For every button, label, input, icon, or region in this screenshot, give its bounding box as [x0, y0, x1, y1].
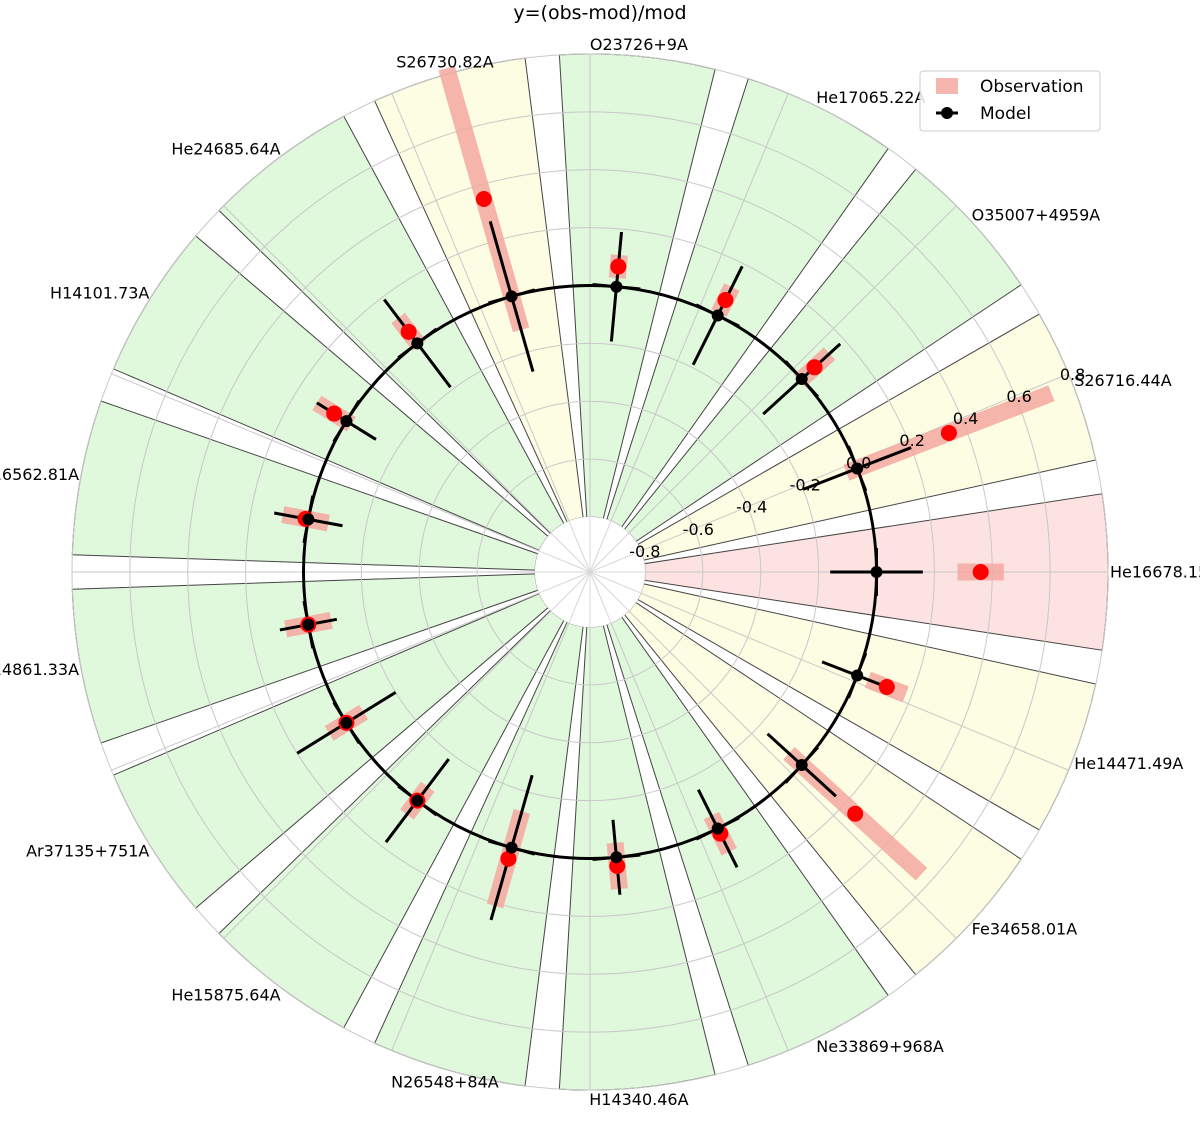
observation-point — [610, 258, 627, 275]
grid-spoke — [589, 571, 957, 939]
model-point — [795, 759, 808, 772]
radial-tick-label: 0.4 — [953, 409, 978, 428]
hub-tick — [550, 571, 591, 612]
grid-spoke — [589, 571, 789, 1051]
grid-spoke — [391, 571, 591, 1051]
model-point — [340, 415, 353, 428]
grid-spoke — [391, 93, 591, 573]
spoke-label: H14340.46A — [589, 1090, 688, 1109]
spoke-label-group: He16678.15A S26716.44A O35007+4959A He17065… — [0, 35, 1200, 1109]
observation-point — [500, 850, 517, 867]
spoke-label: H14101.73A — [50, 283, 149, 302]
legend-model-label: Model — [980, 104, 1031, 124]
observation-point — [717, 291, 734, 308]
model-point — [505, 290, 518, 303]
grid-spoke — [589, 373, 1069, 573]
radial-tick-label: -0.4 — [736, 498, 767, 517]
grid-spoke — [223, 205, 591, 573]
hub-tick — [538, 550, 591, 573]
legend-model-marker — [941, 107, 953, 119]
spoke-label: He16678.15A — [1110, 563, 1200, 582]
radial-tick-label: 0.2 — [899, 431, 924, 450]
grid-spoke — [111, 373, 591, 573]
observation-point — [847, 805, 864, 822]
spoke-label: O35007+4959A — [972, 205, 1101, 224]
model-point — [610, 851, 623, 864]
observation-point — [972, 564, 989, 580]
spoke-label: He14471.49A — [1074, 754, 1183, 773]
grid-spoke — [223, 571, 591, 939]
model-point — [411, 794, 424, 807]
model-point — [340, 716, 353, 729]
hub-tick — [589, 520, 612, 573]
hub-tick — [589, 571, 612, 624]
marks-group — [273, 65, 1055, 921]
grid-group — [71, 53, 1109, 1091]
observation-point — [806, 359, 823, 376]
spoke-label: H16562.81A — [0, 465, 79, 484]
model-point — [851, 462, 864, 475]
legend-observation-swatch — [936, 78, 958, 94]
hub-tick — [568, 520, 591, 573]
grid-spoke — [589, 571, 1069, 771]
rtick-label-group: -0.8 -0.6 -0.4 -0.2 0.0 0.2 0.4 0.6 0.8 — [629, 365, 1085, 561]
model-point — [851, 669, 864, 682]
spoke-label: Ar37135+751A — [26, 842, 149, 861]
spoke-label: H14861.33A — [0, 660, 79, 679]
spoke-label: O23726+9A — [590, 35, 688, 54]
spoke-label: He15875.64A — [171, 985, 280, 1004]
radial-tick-label: -0.6 — [683, 520, 714, 539]
hub-tick — [568, 571, 591, 624]
spoke-label: He17065.22A — [816, 88, 925, 107]
spoke-label: S26730.82A — [396, 53, 494, 72]
observation-point — [940, 424, 957, 441]
model-point — [302, 513, 315, 526]
observation-point — [475, 191, 492, 208]
chart-title: y=(obs-mod)/mod — [513, 2, 686, 24]
radial-tick-label: -0.2 — [790, 476, 821, 495]
spoke-label: Ne33869+968A — [816, 1037, 944, 1056]
model-point — [795, 372, 808, 385]
hub-tick — [538, 571, 591, 594]
observation-point — [878, 678, 895, 695]
model-point — [870, 566, 883, 578]
hub-tick — [589, 571, 630, 612]
grid-spoke — [111, 571, 591, 771]
legend-observation-label: Observation — [980, 77, 1084, 97]
model-point — [711, 309, 724, 322]
hub-tick — [589, 532, 630, 573]
radial-tick-label: 0.6 — [1006, 387, 1031, 406]
model-point — [411, 337, 424, 350]
radial-tick-label: -0.8 — [629, 542, 660, 561]
radial-tick-label: 0.8 — [1060, 365, 1085, 384]
legend: Observation Model — [919, 70, 1101, 132]
hub-tick — [550, 532, 591, 573]
model-point — [610, 280, 623, 293]
hub-tick — [589, 550, 642, 573]
observation-point — [326, 405, 343, 422]
spoke-label: S26716.44A — [1074, 371, 1172, 390]
grid-spoke — [589, 205, 957, 573]
spoke-label: He24685.64A — [171, 140, 280, 159]
radial-tick-label: 0.0 — [846, 453, 871, 472]
hub-tick — [589, 571, 642, 594]
model-point — [711, 822, 724, 835]
legend-frame — [919, 70, 1101, 132]
grid-spoke — [589, 93, 789, 573]
spoke-label: N26548+84A — [391, 1072, 499, 1091]
observation-point — [400, 323, 417, 340]
model-point — [302, 618, 315, 631]
spoke-label: Fe34658.01A — [972, 920, 1078, 939]
model-point — [505, 841, 518, 854]
